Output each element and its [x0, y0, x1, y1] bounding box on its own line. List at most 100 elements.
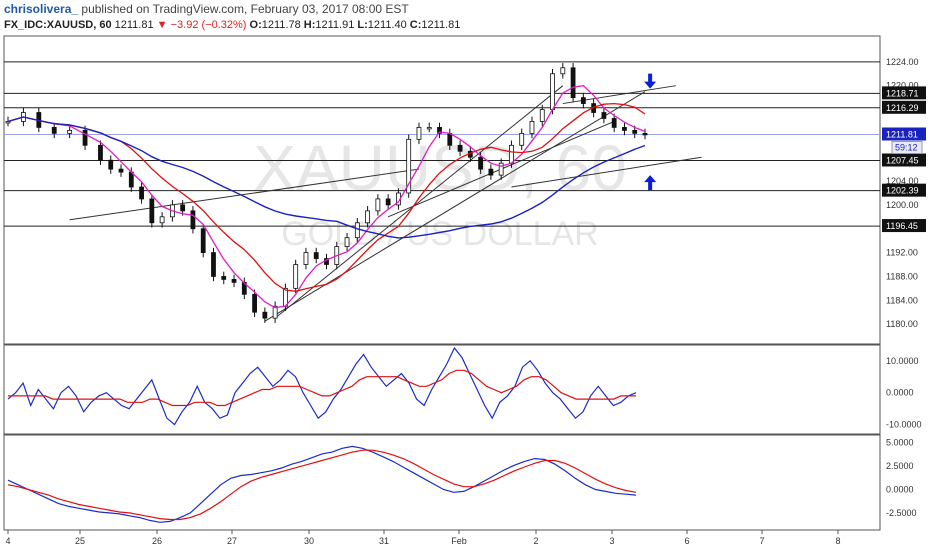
time-tick-label: 8	[835, 536, 840, 546]
candle-body	[108, 159, 114, 170]
bar-timer-label: 59:12	[895, 143, 918, 153]
open-label: O:	[249, 19, 262, 31]
candle-body	[488, 168, 494, 176]
candle-body	[283, 287, 288, 307]
candle-body	[580, 97, 586, 104]
candle-body	[272, 305, 278, 319]
time-tick-label: 27	[227, 536, 237, 546]
candle-body	[365, 210, 370, 224]
candle-body	[498, 162, 504, 176]
last-price: 1211.81	[114, 19, 154, 31]
candle-body	[437, 127, 442, 134]
candle-body	[118, 168, 124, 173]
oscillator-tick-label: 5.0000	[886, 438, 914, 448]
close-label: C:	[409, 19, 422, 31]
price-tick-label: 1180.00	[886, 319, 918, 329]
published-text: published on TradingView.com, February 0…	[81, 2, 409, 16]
candle-body	[447, 132, 453, 146]
oscillator-pane-2[interactable]	[3, 434, 881, 531]
open-value: 1211.78	[261, 19, 301, 31]
candle-body	[601, 112, 607, 119]
down-triangle-icon: ▼	[156, 19, 168, 31]
level-price-badge	[882, 219, 926, 233]
signal-line	[8, 369, 636, 407]
level-price-label: 1202.39	[886, 186, 919, 196]
bar-timer-badge	[891, 141, 923, 155]
level-price-badge	[882, 86, 926, 100]
price-change: −3.92 (−0.32%)	[170, 19, 247, 31]
ma-fast-line	[7, 85, 646, 309]
candle-body	[632, 129, 638, 134]
oscillator-line	[7, 346, 637, 426]
candle-body	[560, 67, 566, 75]
symbol-label[interactable]: FX_IDC:XAUUSD, 60	[4, 19, 112, 31]
candle-body	[519, 132, 525, 146]
candle-body	[478, 156, 484, 170]
low-label: L:	[357, 19, 368, 31]
candle-body	[82, 129, 88, 146]
candle-body	[509, 144, 514, 164]
candle-body	[98, 144, 103, 161]
low-value: 1211.40	[367, 19, 407, 31]
oscillator-tick-label: 2.5000	[886, 461, 914, 471]
time-tick-label: 25	[75, 536, 85, 546]
candle-body	[231, 279, 237, 283]
level-price-badge	[882, 153, 926, 167]
candle-body	[149, 198, 155, 224]
up-arrow-icon	[644, 175, 657, 191]
candle-body	[262, 311, 268, 319]
candle-body	[642, 132, 648, 136]
candle-body	[457, 144, 463, 152]
candle-body	[406, 138, 412, 194]
ma-slow-line	[7, 116, 646, 239]
high-label: H:	[303, 19, 316, 31]
trend-line[interactable]	[274, 85, 564, 319]
candle-body	[221, 276, 227, 280]
candle-body	[550, 73, 555, 110]
candle-body	[622, 127, 627, 131]
level-price-label: 1216.29	[886, 103, 919, 113]
time-tick-label: 30	[304, 536, 314, 546]
oscillator-tick-label: 0.0000	[886, 485, 914, 495]
last-price-badge-label: 1211.81	[886, 130, 918, 140]
time-tick-label: 7	[759, 536, 764, 546]
watermark-symbol: XAUUSD, 60	[253, 132, 626, 204]
time-tick-label: 3	[609, 536, 614, 546]
time-tick-label: 6	[684, 536, 689, 546]
candle-body	[375, 198, 381, 212]
time-tick-label: 26	[152, 536, 162, 546]
candle-body	[252, 293, 257, 313]
oscillator-tick-label: -10.0000	[886, 420, 922, 430]
candle-body	[539, 109, 545, 122]
level-price-badge	[882, 183, 926, 197]
level-price-badge	[882, 100, 926, 114]
price-tick-label: 1192.00	[886, 248, 918, 258]
oscillator-tick-label: -2.5000	[886, 508, 917, 518]
candle-body	[67, 129, 73, 134]
candle-body	[190, 210, 196, 230]
time-tick-label: 4	[5, 536, 10, 546]
candle-body	[344, 237, 350, 248]
high-value: 1211.91	[315, 19, 355, 31]
level-price-label: 1218.71	[886, 88, 919, 98]
candle-body	[211, 252, 216, 277]
chart-header-publisher: chrisolivera_ published on TradingView.c…	[4, 2, 409, 16]
time-tick-label: 2	[533, 536, 538, 546]
candle-body	[385, 198, 391, 206]
oscillator-pane-1[interactable]	[3, 344, 881, 435]
price-tick-label: 1188.00	[886, 271, 918, 281]
trend-line[interactable]	[562, 85, 676, 105]
candle-body	[611, 118, 617, 128]
price-tick-label: 1184.00	[886, 295, 918, 305]
last-price-badge	[882, 127, 926, 141]
time-tick-label: Feb	[451, 536, 467, 546]
candle-body	[303, 252, 309, 265]
candle-body	[426, 127, 432, 130]
trend-line[interactable]	[264, 91, 646, 322]
trend-line[interactable]	[511, 156, 702, 188]
trend-line[interactable]	[69, 168, 420, 221]
author-link[interactable]: chrisolivera_	[4, 2, 79, 16]
price-tick-label: 1224.00	[886, 57, 919, 67]
chart-header-quote: FX_IDC:XAUUSD, 60 1211.81 ▼ −3.92 (−0.32…	[4, 19, 460, 31]
